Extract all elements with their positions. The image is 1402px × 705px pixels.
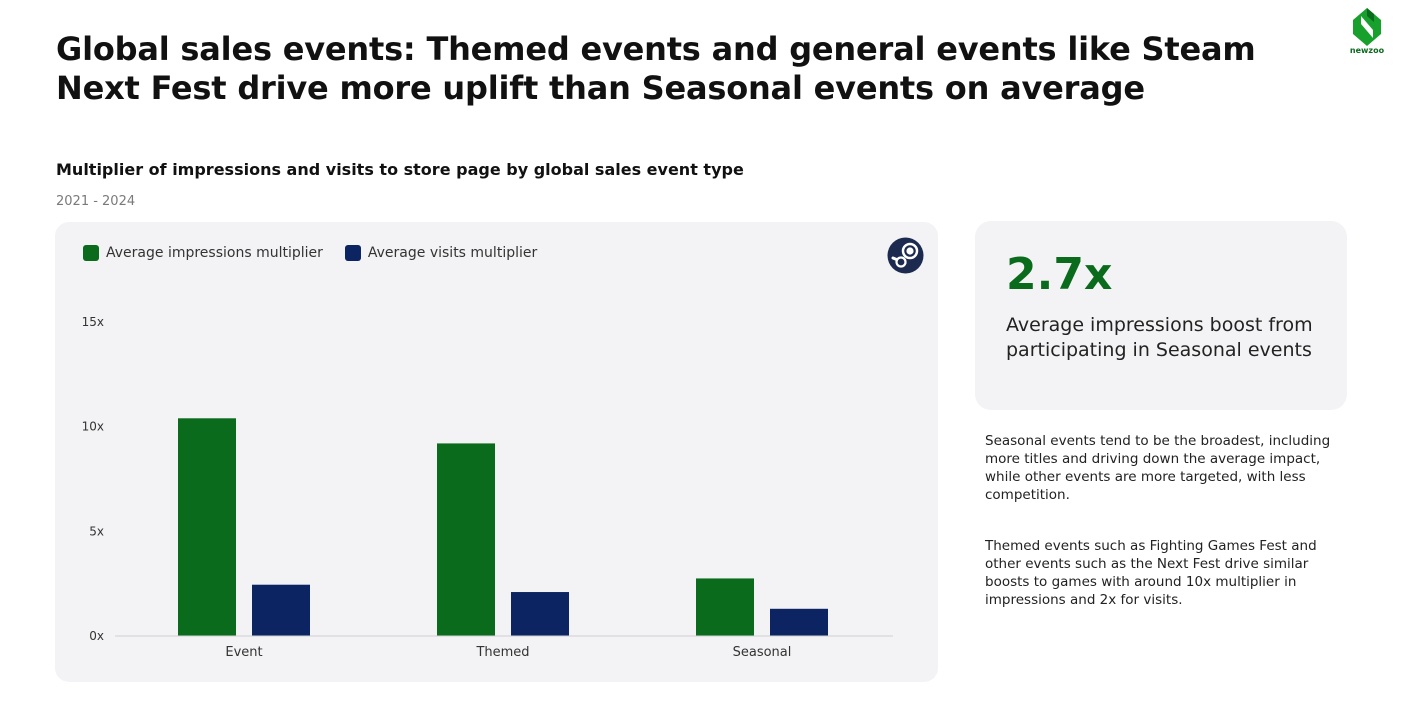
bar-seasonal-impressions — [696, 578, 754, 636]
note-themed: Themed events such as Fighting Games Fes… — [985, 538, 1317, 608]
legend-swatch-visits — [344, 245, 361, 261]
legend-item-impressions: Average impressions multiplier — [83, 245, 323, 261]
x-tick-label: Seasonal — [733, 645, 792, 660]
note-seasonal: Seasonal events tend to be the broadest,… — [985, 433, 1331, 503]
bar-seasonal-visits — [770, 608, 828, 636]
steam-icon — [887, 237, 924, 274]
chart-title: Multiplier of impressions and visits to … — [56, 160, 744, 179]
y-tick-label: 15x — [82, 315, 104, 329]
chart-legend: Average impressions multiplier Average v… — [83, 245, 559, 261]
stat-card: 2.7x Average impressions boost from part… — [975, 221, 1347, 410]
bar-chart: 0x 5x 10x 15x Event Themed Seasonal — [82, 315, 893, 660]
bar-themed-impressions — [437, 443, 495, 636]
stat-value: 2.7x — [1006, 249, 1113, 300]
bar-themed-visits — [511, 592, 569, 636]
legend-swatch-impressions — [83, 245, 99, 261]
bar-event-impressions — [178, 418, 236, 636]
stat-description: Average impressions boost from participa… — [1006, 314, 1313, 361]
y-tick-label: 10x — [82, 420, 104, 434]
y-tick-label: 5x — [89, 524, 104, 538]
svg-text:newzoo: newzoo — [1350, 46, 1385, 55]
newzoo-logo: newzoo — [1350, 8, 1385, 55]
chart-panel: Average impressions multiplier Average v… — [55, 222, 938, 682]
page-title: Global sales events: Themed events and g… — [56, 30, 1256, 107]
x-tick-label: Event — [225, 645, 262, 660]
chart-date-range: 2021 - 2024 — [56, 194, 136, 209]
legend-label-impressions: Average impressions multiplier — [106, 245, 323, 261]
legend-label-visits: Average visits multiplier — [367, 245, 538, 261]
y-tick-label: 0x — [89, 629, 104, 643]
x-tick-label: Themed — [475, 645, 529, 660]
bar-event-visits — [252, 584, 310, 636]
legend-item-visits: Average visits multiplier — [344, 245, 538, 261]
